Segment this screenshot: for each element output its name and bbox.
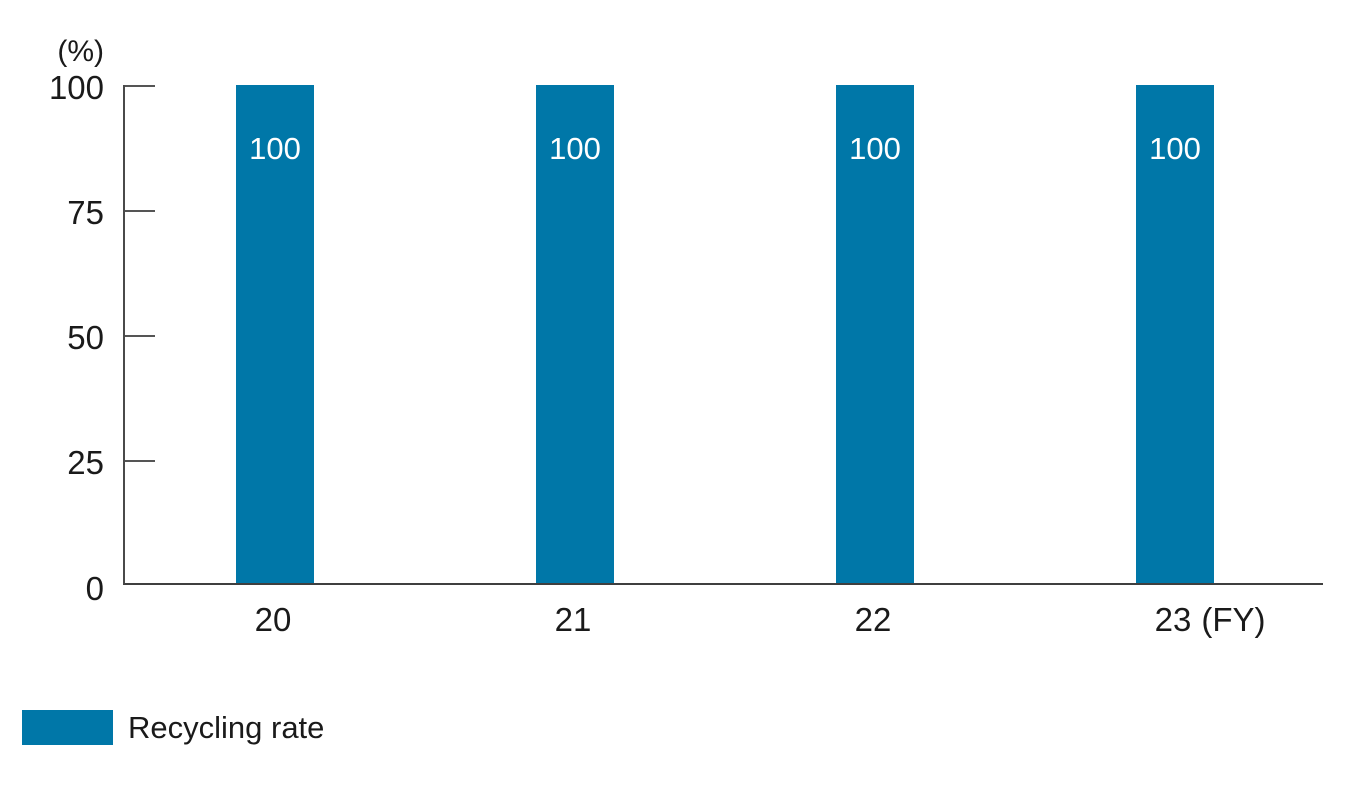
x-tick-label-fy20: 20 [254, 601, 292, 638]
legend: Recycling rate [22, 710, 324, 745]
bar-fy21: 100 [536, 85, 614, 583]
bar-value-label: 100 [1149, 131, 1201, 166]
x-axis-fy-suffix: (FY) [1201, 601, 1266, 638]
y-tick-label-25: 25 [67, 444, 104, 481]
y-axis-unit-label: (%) [57, 35, 104, 68]
x-tick-year: 23 [1154, 601, 1192, 638]
y-tick-label-100: 100 [48, 69, 104, 106]
legend-swatch-recycling-rate [22, 710, 113, 745]
legend-label-recycling-rate: Recycling rate [128, 710, 325, 745]
bar-value-label: 100 [549, 131, 601, 166]
bar-fy22: 100 [836, 85, 914, 583]
y-tick-mark-75 [125, 210, 155, 212]
x-tick-label-fy22: 22 [854, 601, 892, 638]
y-tick-label-75: 75 [67, 194, 104, 231]
bar-value-label: 100 [249, 131, 301, 166]
y-tick-mark-25 [125, 460, 155, 462]
x-tick-label-fy23: 23 (FY) [1154, 601, 1266, 638]
y-tick-mark-50 [125, 335, 155, 337]
plot-area: 100 100 100 100 [123, 85, 1323, 585]
bar-fy23: 100 [1136, 85, 1214, 583]
x-tick-label-fy21: 21 [554, 601, 592, 638]
y-tick-label-0: 0 [85, 570, 104, 607]
bar-fy20: 100 [236, 85, 314, 583]
y-tick-mark-100 [125, 85, 155, 87]
bar-value-label: 100 [849, 131, 901, 166]
y-tick-label-50: 50 [67, 319, 104, 356]
